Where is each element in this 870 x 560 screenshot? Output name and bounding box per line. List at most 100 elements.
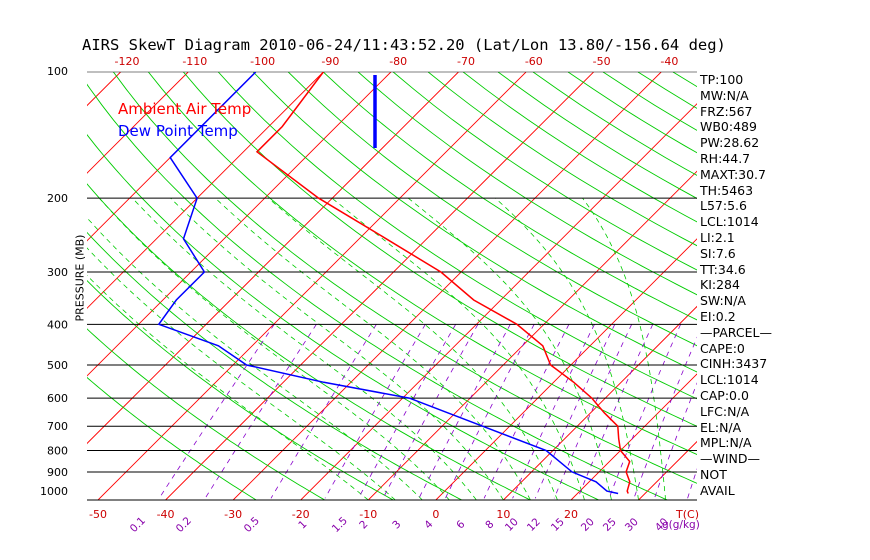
dry-adiabat-line xyxy=(252,72,697,373)
dry-adiabat-line xyxy=(87,376,257,500)
dry-adiabat-line xyxy=(427,72,697,247)
mixing-ratio-tick-label: 0.1 xyxy=(128,515,148,535)
top-temp-tick-label: -80 xyxy=(389,55,407,68)
dry-adiabat-line xyxy=(113,72,697,484)
moist-adiabat-line xyxy=(408,197,612,500)
y-axis-label: PRESSURE (MB) xyxy=(73,234,87,322)
isotherm-line xyxy=(774,72,870,500)
mixing-ratio-tick-label: 0.2 xyxy=(174,515,194,535)
index-item: PW:28.62 xyxy=(700,135,760,151)
mixing-ratio-tick-label: 8 xyxy=(483,518,496,531)
isotherm-line xyxy=(87,72,392,377)
mixing-ratio-tick-label: 25 xyxy=(601,516,619,534)
index-item: L57:5.6 xyxy=(700,198,747,214)
pressure-tick-label: 600 xyxy=(47,392,68,405)
moist-adiabat-line xyxy=(87,217,423,500)
moist-adiabat-line xyxy=(582,197,666,500)
mixing-ratio-line xyxy=(270,324,377,499)
mixing-ratio-tick-label: 20 xyxy=(579,516,597,534)
isotherm-line xyxy=(87,72,459,445)
index-item: MPL:N/A xyxy=(700,435,752,451)
dry-adiabat-line xyxy=(87,328,326,500)
top-temp-tick-label: -90 xyxy=(321,55,339,68)
dew-point-profile xyxy=(157,72,619,495)
isotherm-line xyxy=(570,373,697,500)
top-temp-tick-label: -50 xyxy=(593,55,611,68)
moist-adiabat-line xyxy=(170,197,504,500)
isotherm-line xyxy=(87,72,189,174)
index-item: EI:0.2 xyxy=(700,308,736,324)
moist-adiabat-line xyxy=(87,247,396,500)
dry-adiabat-line xyxy=(322,72,697,321)
index-item: MAXT:30.7 xyxy=(700,166,766,182)
index-item: CAPE:0 xyxy=(700,340,745,356)
top-temp-tick-label: -60 xyxy=(525,55,543,68)
temp-unit-label: T(C) xyxy=(675,508,699,521)
mixing-ratio-line xyxy=(418,324,511,499)
bottom-temp-tick-label: 20 xyxy=(564,508,578,521)
index-item: —PARCEL— xyxy=(700,324,772,340)
mixing-ratio-tick-label: 1.5 xyxy=(330,515,350,535)
index-item: MW:N/A xyxy=(700,87,749,103)
dry-adiabat-line xyxy=(497,72,697,199)
legend-dew-point: Dew Point Temp xyxy=(118,122,238,140)
index-item: —WIND— xyxy=(700,451,761,467)
top-temp-tick-label: -120 xyxy=(115,55,140,68)
moist-adiabat-line xyxy=(495,197,639,500)
legend-air-temp: Ambient Air Temp xyxy=(118,100,252,118)
mixing-ratio-line xyxy=(204,324,317,499)
dry-adiabat-line xyxy=(462,72,697,223)
dry-adiabat-line xyxy=(87,280,394,500)
pressure-tick-label: 200 xyxy=(47,192,68,205)
isotherm-line xyxy=(97,72,527,500)
mixing-ratio-tick-label: 3 xyxy=(390,518,403,531)
bottom-temp-tick-label: -30 xyxy=(224,508,242,521)
index-item: TH:5463 xyxy=(700,182,754,198)
isobars xyxy=(87,71,697,501)
index-item: CAP:0.0 xyxy=(700,387,749,403)
air-temp-profile xyxy=(255,72,631,494)
isotherm-line xyxy=(232,72,662,500)
index-item: SW:N/A xyxy=(700,293,746,309)
mixing-ratio-line xyxy=(483,324,570,499)
index-item: LCL:1014 xyxy=(700,214,759,230)
dry-adiabat-line xyxy=(87,183,531,500)
mixing-ratio-line xyxy=(445,324,535,499)
pressure-tick-label: 700 xyxy=(47,420,68,433)
index-item: FRZ:567 xyxy=(700,103,753,119)
mixing-ratio-line xyxy=(382,324,479,499)
mixing-ratio-tick-label: 12 xyxy=(525,516,543,534)
sounding-indices-panel: TP:100 MW:N/A FRZ:567 WB0:489 PW:28.62 RH:44.… xyxy=(700,72,772,499)
mixing-ratio-tick-label: 0.5 xyxy=(242,515,262,535)
bottom-temp-tick-label: -20 xyxy=(292,508,310,521)
top-temp-tick-label: -110 xyxy=(182,55,207,68)
top-temp-tick-label: -100 xyxy=(250,55,275,68)
moist-adiabat-line xyxy=(132,197,477,500)
pressure-tick-label: 500 xyxy=(47,359,68,372)
bottom-temp-tick-label: -50 xyxy=(89,508,107,521)
isotherm-line xyxy=(87,72,324,309)
pressure-tick-label: 300 xyxy=(47,266,68,279)
isotherm-line xyxy=(0,72,53,500)
grid-lines xyxy=(0,72,870,500)
isotherm-line xyxy=(841,72,870,500)
mixing-ratio-line xyxy=(324,324,426,499)
top-temp-tick-label: -40 xyxy=(660,55,678,68)
isotherm-line xyxy=(87,72,121,107)
dry-adiabat-line xyxy=(183,72,697,427)
top-temp-tick-label: -70 xyxy=(457,55,475,68)
index-item: LI:2.1 xyxy=(700,229,735,245)
mixing-ratio-tick-label: 30 xyxy=(623,516,641,534)
pressure-tick-label: 1000 xyxy=(40,485,68,498)
mixing-ratio-tick-label: 6 xyxy=(454,518,467,531)
index-item: CINH:3437 xyxy=(700,356,768,372)
dry-adiabat-line xyxy=(87,231,463,500)
index-item: RH:44.7 xyxy=(700,150,751,166)
bottom-temp-tick-label: -40 xyxy=(157,508,175,521)
bottom-temp-tick-label: 0 xyxy=(432,508,439,521)
index-item: SI:7.6 xyxy=(700,245,736,261)
moist-adiabat-line xyxy=(87,274,369,500)
mixing-ratio-unit-label: g(g/kg) xyxy=(662,519,700,531)
index-item: NOT xyxy=(700,466,727,482)
